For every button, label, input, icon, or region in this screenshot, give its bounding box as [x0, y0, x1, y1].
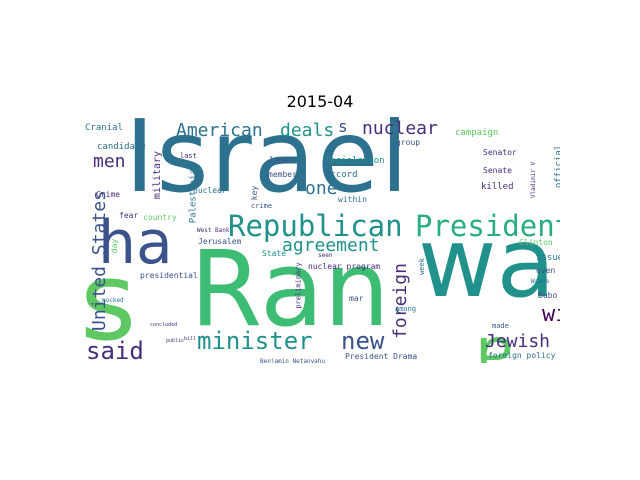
word-week: week — [417, 258, 426, 275]
word-crime: Crime — [96, 190, 121, 199]
word-will: will — [542, 302, 560, 327]
word-senator: Senator — [483, 148, 517, 157]
word-among: among — [395, 305, 417, 313]
word-made: made — [492, 322, 509, 330]
word-nuclear: nuclear — [362, 118, 438, 139]
word-benjamin-netanyahu: Benjamin Netanyahu — [260, 358, 326, 364]
word-bubo: Bubo — [538, 291, 558, 300]
word-senate: Senate — [483, 166, 512, 175]
word-key: key — [250, 185, 260, 201]
word-cranial: Cranial — [85, 123, 123, 133]
word-concluded: concluded — [150, 322, 178, 328]
word-s: s — [80, 240, 137, 363]
word-accord: accord — [325, 170, 358, 180]
word-s2: s — [338, 117, 348, 136]
word-mocked: mocked — [102, 297, 124, 304]
word-member: member — [268, 170, 297, 179]
plot-title: 2015-04 — [286, 92, 354, 111]
word-killed: killed — [481, 182, 514, 192]
word-campaign: campaign — [455, 128, 499, 138]
word-candidate: candidate — [97, 142, 146, 152]
word-last: last — [180, 152, 197, 160]
word-within: within — [338, 195, 367, 204]
word-mar: mar — [349, 294, 364, 303]
word-military: military — [152, 150, 164, 200]
word-world: world — [336, 136, 361, 145]
word-legislation: legislation — [325, 156, 385, 166]
word-bill: bill — [184, 336, 197, 342]
word-nuclear2: nuclear — [193, 186, 227, 195]
word-ha: ha — [98, 208, 173, 278]
word-republican: Republican — [228, 209, 403, 243]
word-public: public — [166, 338, 185, 344]
word-united-states: United States — [89, 190, 110, 331]
word-said: said — [86, 337, 144, 363]
word-deals: deals — [280, 120, 335, 141]
word-state: State — [262, 249, 287, 258]
word-waude: Waude — [531, 278, 550, 285]
word-one: one — [305, 178, 338, 199]
word-ran: Ran — [190, 228, 390, 350]
word-foreign: foreign — [389, 263, 411, 339]
word-president: President — [415, 209, 560, 243]
word-james: James — [268, 156, 296, 166]
word-group: group — [396, 138, 421, 147]
word-wa: wa — [418, 207, 556, 319]
word-men: men — [93, 151, 126, 172]
word-country: country — [143, 213, 177, 222]
word-nuclear-program: nuclear program — [308, 262, 381, 271]
word-jewish: Jewish — [485, 331, 551, 352]
word-clinton: Clinton — [519, 238, 553, 247]
word-minister: minister — [197, 327, 313, 355]
word-seen: seen — [318, 252, 333, 259]
word-foreign-policy: foreign policy — [488, 351, 556, 360]
word-american: American — [176, 120, 263, 141]
word-day: day — [110, 238, 120, 254]
word-new: new — [341, 327, 385, 355]
word-jerusalem: Jerusalem — [198, 237, 242, 246]
word-agreement: agreement — [282, 235, 380, 256]
word-cloud: Israel Ran wa s ha â Republican Presiden… — [80, 117, 560, 363]
word-preliminary: preliminary — [294, 262, 303, 309]
word-president-drama: President Drama — [345, 352, 418, 361]
word-even: even — [536, 266, 556, 275]
word-israel: Israel — [125, 117, 411, 215]
word-crime2: crime — [251, 202, 273, 210]
word-vladimir-v: Vladimir V — [530, 161, 538, 199]
word-presidential: presidential — [140, 271, 198, 280]
word-official: official — [554, 144, 560, 189]
word-fear: fear — [119, 211, 139, 220]
word-west-bank: West Bank — [197, 227, 230, 234]
